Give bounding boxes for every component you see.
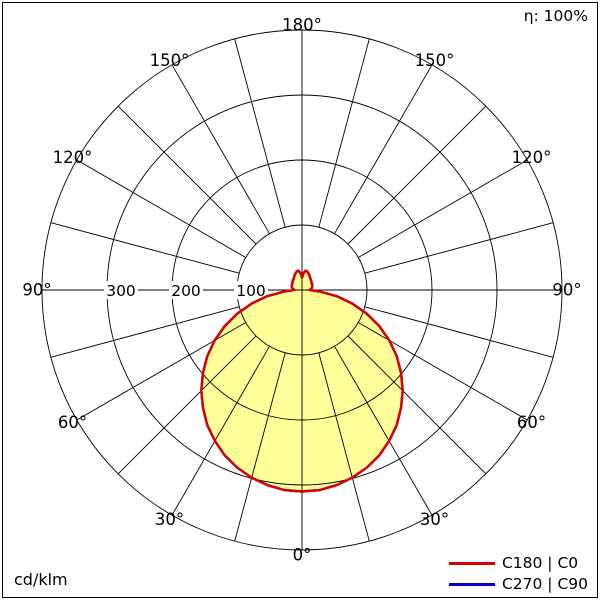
- grid-spoke: [171, 346, 270, 516]
- grid-spoke: [76, 159, 246, 258]
- unit-label: cd/klm: [14, 570, 68, 589]
- angle-label: 60°: [58, 413, 87, 432]
- legend-label-c270-c90: C270 | C90: [501, 574, 588, 593]
- legend: C180 | C0 C270 | C90: [448, 554, 588, 593]
- legend-line-c270-c90: [448, 582, 495, 586]
- grid-spoke: [318, 38, 370, 228]
- grid-spoke: [347, 335, 487, 475]
- angle-label: 30°: [420, 510, 449, 529]
- angle-label: 120°: [53, 148, 93, 167]
- angle-label: 60°: [517, 413, 546, 432]
- grid-spoke: [364, 306, 554, 358]
- grid-spoke: [358, 159, 528, 258]
- ring-label: 300: [106, 282, 136, 300]
- grid-spoke: [50, 306, 240, 358]
- efficiency-label: η: 100%: [523, 7, 588, 25]
- grid-spoke: [334, 346, 433, 516]
- grid-spoke: [171, 64, 270, 234]
- grid-spoke: [318, 352, 370, 542]
- grid-spoke: [234, 352, 286, 542]
- ring-label-bg: [104, 281, 138, 299]
- angle-label: 90°: [22, 281, 51, 300]
- angle-label: 30°: [155, 510, 184, 529]
- angle-label: 120°: [512, 148, 552, 167]
- legend-item-c180-c0: C180 | C0: [448, 554, 588, 572]
- grid-spoke: [334, 64, 433, 234]
- distribution-curve-0: [200, 269, 404, 493]
- grid-spoke: [117, 335, 257, 475]
- legend-label-c180-c0: C180 | C0: [501, 554, 579, 572]
- legend-line-c180-c0: [448, 562, 495, 566]
- angle-label: 180°: [282, 16, 322, 35]
- angle-label: 150°: [415, 51, 455, 70]
- grid-spoke: [117, 105, 257, 245]
- grid-spoke: [50, 222, 240, 274]
- ring-label: 100: [236, 282, 266, 300]
- ring-label: 200: [171, 282, 201, 300]
- grid-spoke: [364, 222, 554, 274]
- angle-label: 150°: [150, 51, 190, 70]
- angle-label: 90°: [552, 281, 581, 300]
- legend-item-c270-c90: C270 | C90: [448, 574, 588, 593]
- grid-spoke: [234, 38, 286, 228]
- grid-spoke: [347, 105, 487, 245]
- polar-grid: [41, 29, 563, 551]
- grid-spoke: [358, 322, 528, 421]
- angle-label: 0°: [293, 546, 312, 565]
- ring-label-bg: [169, 281, 203, 299]
- ring-label-bg: [234, 281, 268, 299]
- grid-spoke: [76, 322, 246, 421]
